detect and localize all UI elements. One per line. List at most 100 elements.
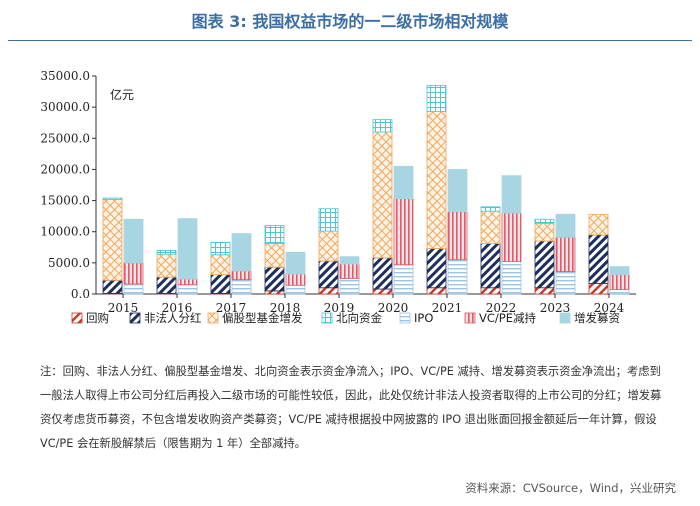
bar-segment-vcpe bbox=[285, 273, 306, 286]
bar-segment-fund bbox=[210, 254, 231, 276]
bar-segment-buyback bbox=[426, 287, 447, 295]
bar-segment-vcpe bbox=[177, 278, 198, 286]
bar-segment-vcpe bbox=[339, 263, 360, 279]
y-tick-label: 0.0 bbox=[71, 287, 90, 301]
y-unit-label: 亿元 bbox=[110, 87, 134, 102]
x-tick-label: 2017 bbox=[216, 301, 247, 315]
source-text: 资料来源：CVSource，Wind，兴业研究 bbox=[465, 481, 676, 495]
y-tick-label: 20000.0 bbox=[40, 162, 90, 176]
bar-segment-sep bbox=[231, 233, 252, 272]
bar-segment-dividend bbox=[588, 234, 609, 284]
title-divider bbox=[8, 40, 692, 41]
x-tick-label: 2016 bbox=[162, 301, 193, 315]
bar-segment-vcpe bbox=[447, 211, 468, 261]
bar-segment-vcpe bbox=[231, 270, 252, 281]
bar-segment-vcpe bbox=[123, 262, 144, 285]
legend: 回购 非法人分红 偏股型基金增发 北向资金 IPO VC/PE减持 增发募资 bbox=[71, 311, 620, 325]
bar-segment-ipo bbox=[123, 283, 144, 295]
bar-segment-sep bbox=[285, 251, 306, 275]
x-tick-label: 2020 bbox=[378, 301, 409, 315]
bar-segment-sep bbox=[555, 213, 576, 238]
bar-segment-northbound bbox=[102, 197, 123, 200]
legend-swatch-dividend bbox=[129, 312, 141, 324]
legend-label-ipo: IPO bbox=[414, 311, 433, 325]
bar-segment-sep bbox=[123, 218, 144, 264]
bar-segment-fund bbox=[534, 223, 555, 242]
bar-segment-dividend bbox=[210, 274, 231, 294]
bar-segment-dividend bbox=[480, 243, 501, 289]
legend-label-dividend: 非法人分红 bbox=[144, 311, 202, 325]
bar-segment-fund bbox=[156, 253, 177, 278]
y-tick-label: 10000.0 bbox=[40, 225, 90, 239]
bar-segment-sep bbox=[609, 266, 630, 276]
bar-segment-buyback bbox=[534, 287, 555, 295]
bar-segment-fund bbox=[480, 210, 501, 244]
legend-swatch-sep bbox=[559, 312, 571, 324]
bar-segment-northbound bbox=[534, 218, 555, 225]
x-tick-label: 2015 bbox=[108, 301, 139, 315]
bar-segment-dividend bbox=[426, 248, 447, 289]
chart-note: 注：回购、非法人分红、偏股型基金增发、北向资金表示资金净流入；IPO、VC/PE… bbox=[40, 365, 662, 450]
bar-segment-ipo bbox=[447, 259, 468, 295]
bar-segment-buyback bbox=[480, 287, 501, 295]
bar-segment-ipo bbox=[339, 278, 360, 295]
legend-swatch-buyback bbox=[71, 312, 83, 324]
chart-title: 图表 3: 我国权益市场的一二级市场相对规模 bbox=[191, 12, 509, 31]
bar-segment-northbound bbox=[480, 206, 501, 212]
bar-segment-northbound bbox=[372, 119, 393, 133]
bar-segment-dividend bbox=[264, 266, 285, 292]
bar-segment-dividend bbox=[102, 279, 123, 294]
legend-label-vcpe: VC/PE减持 bbox=[479, 311, 536, 325]
bar-segment-vcpe bbox=[555, 236, 576, 272]
bar-segment-ipo bbox=[555, 271, 576, 295]
legend-swatch-ipo bbox=[399, 312, 411, 324]
bar-segment-dividend bbox=[534, 240, 555, 289]
bar-segment-dividend bbox=[372, 257, 393, 290]
bars bbox=[102, 84, 630, 295]
bar-segment-sep bbox=[447, 169, 468, 213]
legend-label-buyback: 回购 bbox=[86, 311, 109, 325]
axes: 0.0 5000.0 10000.0 15000.0 20000.0 25000.0 300… bbox=[40, 69, 636, 315]
bar-segment-northbound bbox=[264, 225, 285, 244]
bar-segment-vcpe bbox=[609, 274, 630, 291]
y-tick-label: 15000.0 bbox=[40, 194, 90, 208]
x-tick-label: 2023 bbox=[540, 301, 571, 315]
legend-swatch-vcpe bbox=[464, 312, 476, 324]
y-tick-label: 35000.0 bbox=[40, 69, 90, 83]
bar-segment-sep bbox=[501, 175, 522, 214]
bar-segment-fund bbox=[318, 230, 339, 262]
bar-segment-northbound bbox=[210, 241, 231, 256]
y-tick-label: 25000.0 bbox=[40, 131, 90, 145]
legend-label-fund: 偏股型基金增发 bbox=[222, 311, 303, 325]
bar-segment-fund bbox=[372, 131, 393, 259]
bar-segment-buyback bbox=[372, 288, 393, 295]
x-tick-label: 2024 bbox=[594, 301, 625, 315]
bar-segment-fund bbox=[426, 111, 447, 249]
bar-segment-ipo bbox=[393, 264, 414, 295]
bar-segment-sep bbox=[177, 218, 198, 280]
bar-segment-dividend bbox=[156, 276, 177, 294]
bar-segment-ipo bbox=[501, 261, 522, 295]
bar-segment-northbound bbox=[156, 249, 177, 255]
bar-segment-buyback bbox=[318, 287, 339, 295]
bar-segment-dividend bbox=[318, 260, 339, 289]
bar-segment-buyback bbox=[588, 283, 609, 295]
y-tick-label: 30000.0 bbox=[40, 100, 90, 114]
x-tick-label: 2021 bbox=[432, 301, 463, 315]
bar-segment-vcpe bbox=[393, 198, 414, 266]
legend-label-sep: 增发募资 bbox=[574, 311, 620, 325]
bar-segment-ipo bbox=[609, 289, 630, 295]
stacked-bar-chart: 0.0 5000.0 10000.0 15000.0 20000.0 25000.0 300… bbox=[40, 69, 636, 325]
legend-swatch-northbound bbox=[321, 312, 333, 324]
bar-segment-buyback bbox=[264, 290, 285, 295]
bar-segment-northbound bbox=[318, 208, 339, 232]
legend-swatch-fund bbox=[207, 312, 219, 324]
x-tick-label: 2019 bbox=[324, 301, 355, 315]
bar-segment-northbound bbox=[426, 84, 447, 112]
bar-segment-fund bbox=[264, 243, 285, 268]
bar-segment-fund bbox=[102, 198, 123, 281]
legend-label-northbound: 北向资金 bbox=[336, 311, 382, 325]
bar-segment-sep bbox=[339, 256, 360, 265]
bar-segment-ipo bbox=[285, 284, 306, 295]
bar-segment-sep bbox=[393, 165, 414, 200]
